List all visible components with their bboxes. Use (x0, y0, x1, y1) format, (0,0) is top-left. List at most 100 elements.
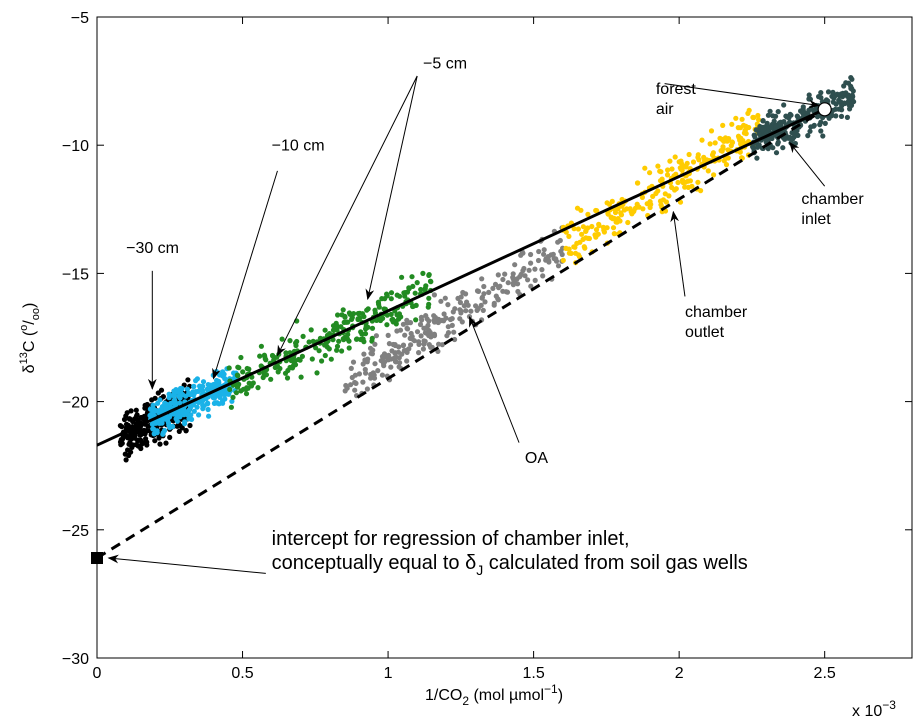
data-point (439, 342, 445, 348)
annotation-arrow-oa (469, 315, 520, 443)
data-point (175, 389, 181, 395)
data-point (154, 428, 160, 434)
data-point (479, 295, 485, 301)
data-point (458, 308, 464, 314)
data-point (609, 198, 615, 204)
annotation-chamber-inlet: inlet (801, 211, 831, 228)
data-point (848, 83, 854, 89)
data-point (398, 314, 404, 320)
data-point (574, 205, 581, 211)
data-point (557, 237, 563, 244)
data-point (522, 273, 528, 279)
data-point (605, 210, 611, 216)
data-point (335, 312, 341, 318)
annotation-arrow-intercept (107, 554, 266, 574)
data-point (125, 422, 131, 428)
data-point (384, 322, 390, 328)
data-point (685, 178, 691, 184)
data-point (613, 219, 619, 225)
data-point (667, 158, 673, 164)
data-point (452, 336, 458, 343)
data-point (360, 361, 366, 367)
data-point (130, 442, 136, 448)
data-point (438, 298, 444, 304)
data-point (205, 406, 211, 413)
data-point (755, 112, 761, 119)
data-point (723, 162, 730, 168)
data-point (431, 317, 437, 323)
data-point (500, 276, 506, 283)
data-point (343, 382, 349, 389)
data-point (528, 283, 534, 289)
data-point (134, 412, 140, 418)
data-point (139, 441, 145, 447)
data-point (314, 370, 320, 376)
data-point (206, 413, 212, 419)
data-point (272, 364, 278, 371)
data-point (435, 319, 441, 326)
data-point (830, 89, 836, 95)
data-point (596, 223, 602, 229)
data-point (773, 124, 779, 130)
data-point (417, 321, 424, 328)
data-point (640, 206, 646, 212)
data-point (746, 107, 752, 113)
data-point (658, 169, 664, 175)
data-point (386, 341, 392, 347)
data-point (213, 392, 219, 398)
data-point (134, 429, 140, 435)
data-point (399, 274, 405, 280)
data-point (496, 285, 502, 291)
x-axis-multiplier: x 10−3 (852, 698, 896, 720)
data-point (585, 211, 591, 217)
data-point (445, 324, 451, 330)
data-point (138, 431, 144, 437)
data-point (149, 407, 155, 413)
data-point (343, 319, 349, 325)
data-point (739, 155, 745, 161)
data-point (152, 438, 158, 444)
data-point (222, 375, 228, 382)
data-point (718, 148, 724, 154)
y-tick-label: −20 (62, 395, 89, 412)
data-point (769, 135, 775, 142)
data-point (235, 364, 241, 370)
data-point (459, 319, 465, 325)
data-point (449, 322, 455, 328)
data-point (126, 452, 132, 459)
data-point (345, 331, 351, 338)
data-point (571, 226, 577, 232)
data-point (127, 435, 133, 441)
y-axis-label: δ13C (o/oo) (18, 303, 42, 374)
data-point (447, 316, 454, 323)
data-point (806, 92, 812, 98)
data-point (818, 128, 824, 134)
annotation-minus-30cm: −30 cm (126, 240, 179, 257)
data-point (170, 424, 176, 430)
data-point (593, 227, 600, 233)
svg-text:δ13C (o/oo): δ13C (o/oo) (18, 303, 42, 374)
data-point (818, 90, 824, 96)
data-point (361, 351, 367, 357)
data-point (493, 293, 499, 299)
data-point (553, 258, 560, 264)
data-point (396, 364, 402, 370)
data-point (342, 314, 348, 320)
data-point (563, 245, 569, 251)
data-point (142, 402, 148, 408)
data-point (735, 133, 742, 139)
data-point (424, 316, 430, 322)
data-point (451, 329, 457, 335)
data-point (672, 154, 678, 160)
data-point (306, 339, 312, 345)
data-point (389, 348, 395, 354)
annotation-intercept: intercept for regression of chamber inle… (272, 528, 630, 550)
data-point (245, 385, 251, 391)
data-point (371, 372, 377, 378)
data-point (676, 159, 682, 165)
data-point (510, 271, 516, 277)
data-point (388, 296, 394, 302)
data-point (735, 125, 741, 131)
data-point (164, 417, 171, 423)
data-point (768, 125, 775, 131)
